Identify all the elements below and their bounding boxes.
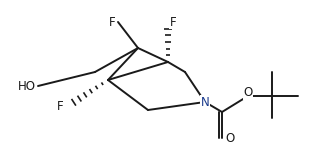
Text: O: O xyxy=(243,86,253,100)
Text: F: F xyxy=(57,100,64,113)
Text: N: N xyxy=(201,95,209,109)
Text: F: F xyxy=(109,16,116,29)
Text: F: F xyxy=(170,16,177,29)
Text: O: O xyxy=(225,132,235,144)
Text: HO: HO xyxy=(18,80,36,92)
